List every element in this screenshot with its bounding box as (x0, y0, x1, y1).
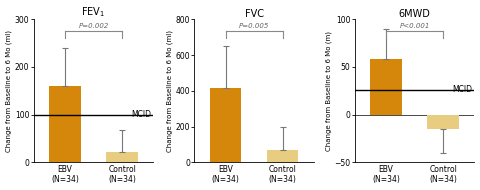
Text: P=0.005: P=0.005 (239, 23, 269, 29)
Y-axis label: Change from Baseline to 6 Mo (m): Change from Baseline to 6 Mo (m) (325, 31, 332, 151)
Text: MCID: MCID (131, 110, 151, 119)
Bar (370, 59, 402, 115)
Bar (107, 152, 138, 162)
Bar (427, 115, 459, 129)
Y-axis label: Change from Baseline to 6 Mo (ml): Change from Baseline to 6 Mo (ml) (166, 30, 172, 152)
Text: P<0.001: P<0.001 (399, 23, 430, 29)
Text: MCID: MCID (452, 85, 472, 94)
Text: P=0.002: P=0.002 (78, 23, 109, 29)
Title: FEV$_1$: FEV$_1$ (82, 6, 106, 19)
Y-axis label: Change from Baseline to 6 Mo (ml): Change from Baseline to 6 Mo (ml) (6, 30, 12, 152)
Bar (267, 150, 298, 162)
Bar (210, 88, 241, 162)
Title: FVC: FVC (244, 9, 264, 19)
Bar (49, 86, 81, 162)
Title: 6MWD: 6MWD (398, 9, 431, 19)
